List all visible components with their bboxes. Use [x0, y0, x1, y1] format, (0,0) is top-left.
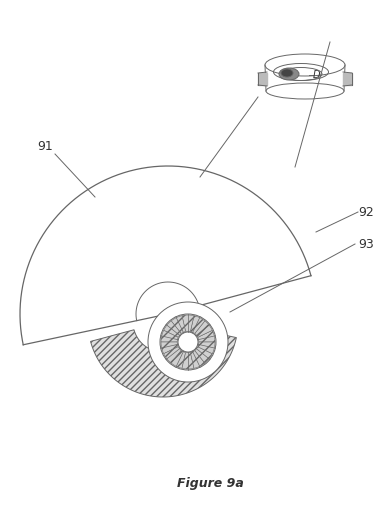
Polygon shape — [171, 316, 186, 333]
Polygon shape — [161, 330, 178, 342]
Text: 92: 92 — [358, 205, 374, 219]
Polygon shape — [182, 353, 194, 369]
Polygon shape — [171, 351, 186, 368]
Ellipse shape — [279, 68, 299, 80]
Polygon shape — [161, 342, 178, 354]
Polygon shape — [190, 351, 205, 368]
Text: D: D — [313, 70, 320, 80]
Polygon shape — [195, 347, 212, 363]
Polygon shape — [91, 328, 236, 397]
Circle shape — [160, 314, 216, 370]
Polygon shape — [190, 316, 205, 333]
Circle shape — [178, 332, 198, 352]
Polygon shape — [343, 73, 352, 85]
Polygon shape — [198, 330, 215, 342]
Polygon shape — [164, 347, 181, 363]
Text: Figure 9a: Figure 9a — [177, 478, 244, 490]
Polygon shape — [182, 315, 194, 331]
Ellipse shape — [281, 69, 293, 77]
Polygon shape — [198, 342, 215, 354]
Text: 91: 91 — [37, 140, 53, 154]
Polygon shape — [195, 321, 212, 337]
Polygon shape — [258, 73, 267, 85]
Text: 93: 93 — [358, 238, 374, 250]
Polygon shape — [164, 321, 181, 337]
Circle shape — [148, 302, 228, 382]
